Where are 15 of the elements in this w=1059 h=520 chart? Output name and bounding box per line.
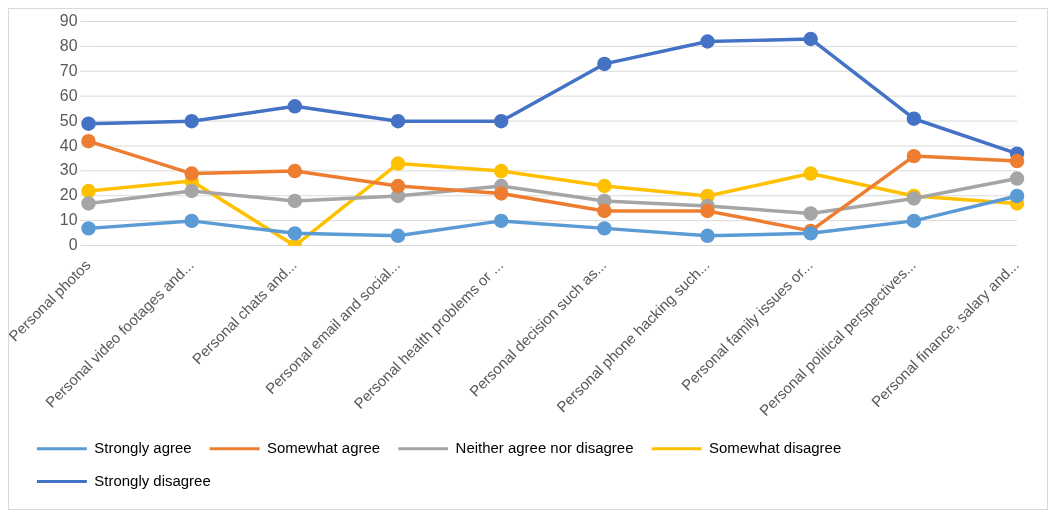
y-tick-label: 90 xyxy=(59,11,78,29)
y-tick-label: 50 xyxy=(59,111,78,129)
y-tick-label: 10 xyxy=(59,211,78,229)
legend-label: Strongly disagree xyxy=(94,471,211,489)
y-tick-label: 80 xyxy=(59,36,78,54)
y-tick-label: 30 xyxy=(59,161,78,179)
y-tick-label: 20 xyxy=(59,186,78,204)
legend-label: Somewhat disagree xyxy=(709,438,842,456)
legend-label: Somewhat agree xyxy=(267,438,381,456)
y-tick-label: 60 xyxy=(59,86,78,104)
y-tick-label: 70 xyxy=(59,61,78,79)
legend-label: Neither agree nor disagree xyxy=(455,438,634,456)
y-tick-label: 40 xyxy=(59,136,78,154)
y-tick-label: 0 xyxy=(68,236,78,254)
legend-label: Strongly agree xyxy=(94,438,192,456)
